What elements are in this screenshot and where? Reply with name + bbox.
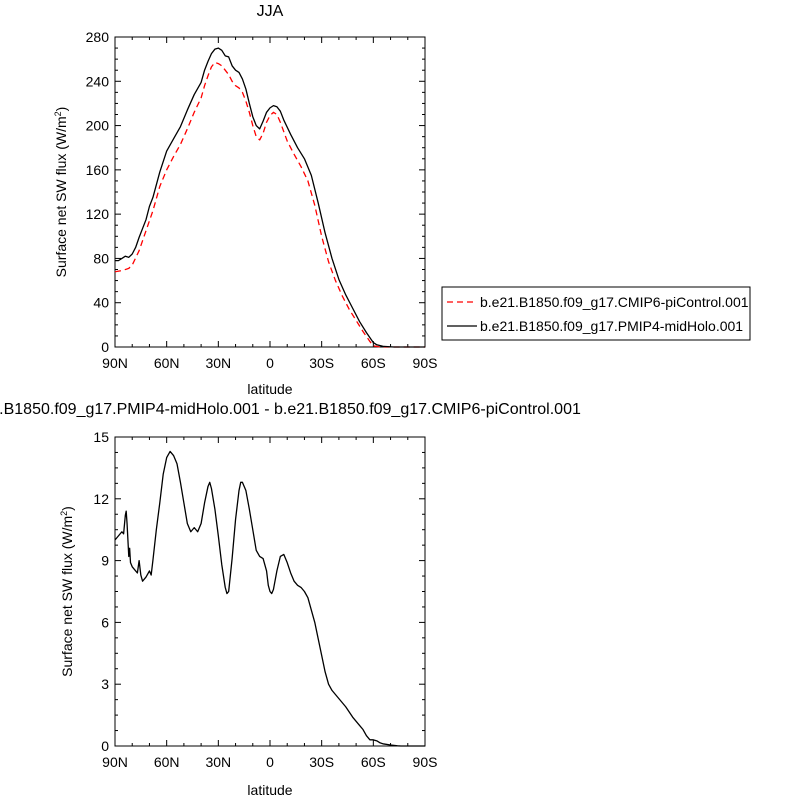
- x-tick-label: 60N: [154, 754, 180, 770]
- top-panel: JJA 90N 60N 30N 0 30S 60S 90S 0 40 80 120 160 200 240…: [53, 3, 437, 397]
- top-axis-ticks: 90N 60N 30N 0 30S 60S 90S 0 40 80 120 160 200 240 280: [86, 29, 438, 371]
- bottom-y-axis-label: Surface net SW flux (W/m2): [59, 506, 75, 677]
- x-tick-label: 30N: [205, 754, 231, 770]
- series-line-0: [114, 450, 425, 747]
- top-series-group: [114, 47, 425, 348]
- top-y-axis-label-tail: ): [53, 107, 69, 112]
- x-tick-label: 90S: [413, 355, 438, 371]
- y-tick-label: 280: [86, 29, 110, 45]
- y-tick-label: 3: [101, 676, 109, 692]
- series-line-0: [114, 61, 425, 348]
- y-tick-label: 12: [93, 491, 109, 507]
- x-tick-label: 60S: [361, 355, 386, 371]
- x-tick-label: 30S: [309, 355, 334, 371]
- y-tick-label: 200: [86, 118, 110, 134]
- x-tick-label: 0: [266, 355, 274, 371]
- bottom-panel-title: b.e21.B1850.f09_g17.PMIP4-midHolo.001 - …: [0, 401, 581, 418]
- bottom-y-axis-label-main: Surface net SW flux (W/m: [59, 516, 75, 677]
- bottom-series-group: [114, 450, 425, 747]
- y-tick-label: 160: [86, 162, 110, 178]
- legend-label-picontrol: b.e21.B1850.f09_g17.CMIP6-piControl.001: [480, 294, 749, 310]
- bottom-y-axis-label-tail: ): [59, 506, 75, 511]
- bottom-y-axis-label-superscript: 2: [59, 511, 69, 516]
- top-y-axis-label: Surface net SW flux (W/m2): [53, 107, 69, 278]
- y-tick-label: 15: [93, 429, 109, 445]
- y-tick-label: 80: [93, 250, 109, 266]
- bottom-x-axis-label: latitude: [247, 782, 292, 798]
- x-tick-label: 30N: [205, 355, 231, 371]
- x-tick-label: 60N: [154, 355, 180, 371]
- y-tick-label: 6: [101, 614, 109, 630]
- legend-box: [441, 286, 751, 341]
- x-tick-label: 90N: [102, 355, 128, 371]
- y-tick-label: 120: [86, 206, 110, 222]
- top-y-axis-label-main: Surface net SW flux (W/m: [53, 116, 69, 277]
- series-line-1: [115, 47, 425, 348]
- x-tick-label: 90N: [102, 754, 128, 770]
- x-tick-label: 60S: [361, 754, 386, 770]
- legend: b.e21.B1850.f09_g17.CMIP6-piControl.001 …: [441, 286, 751, 341]
- y-tick-label: 9: [101, 553, 109, 569]
- top-y-axis-label-superscript: 2: [53, 111, 63, 116]
- x-tick-label: 0: [266, 754, 274, 770]
- legend-label-midholo: b.e21.B1850.f09_g17.PMIP4-midHolo.001: [480, 318, 743, 334]
- top-panel-title: JJA: [257, 3, 284, 20]
- bottom-panel: b.e21.B1850.f09_g17.PMIP4-midHolo.001 - …: [0, 401, 581, 798]
- y-tick-label: 0: [101, 339, 109, 355]
- top-x-axis-label: latitude: [247, 381, 292, 397]
- y-tick-label: 0: [101, 738, 109, 754]
- top-plot-frame: [114, 36, 426, 348]
- x-tick-label: 30S: [309, 754, 334, 770]
- bottom-axis-ticks: 90N 60N 30N 0 30S 60S 90S 0 3 6 9 12 15: [93, 429, 437, 770]
- y-tick-label: 240: [86, 73, 110, 89]
- x-tick-label: 90S: [413, 754, 438, 770]
- y-tick-label: 40: [93, 295, 109, 311]
